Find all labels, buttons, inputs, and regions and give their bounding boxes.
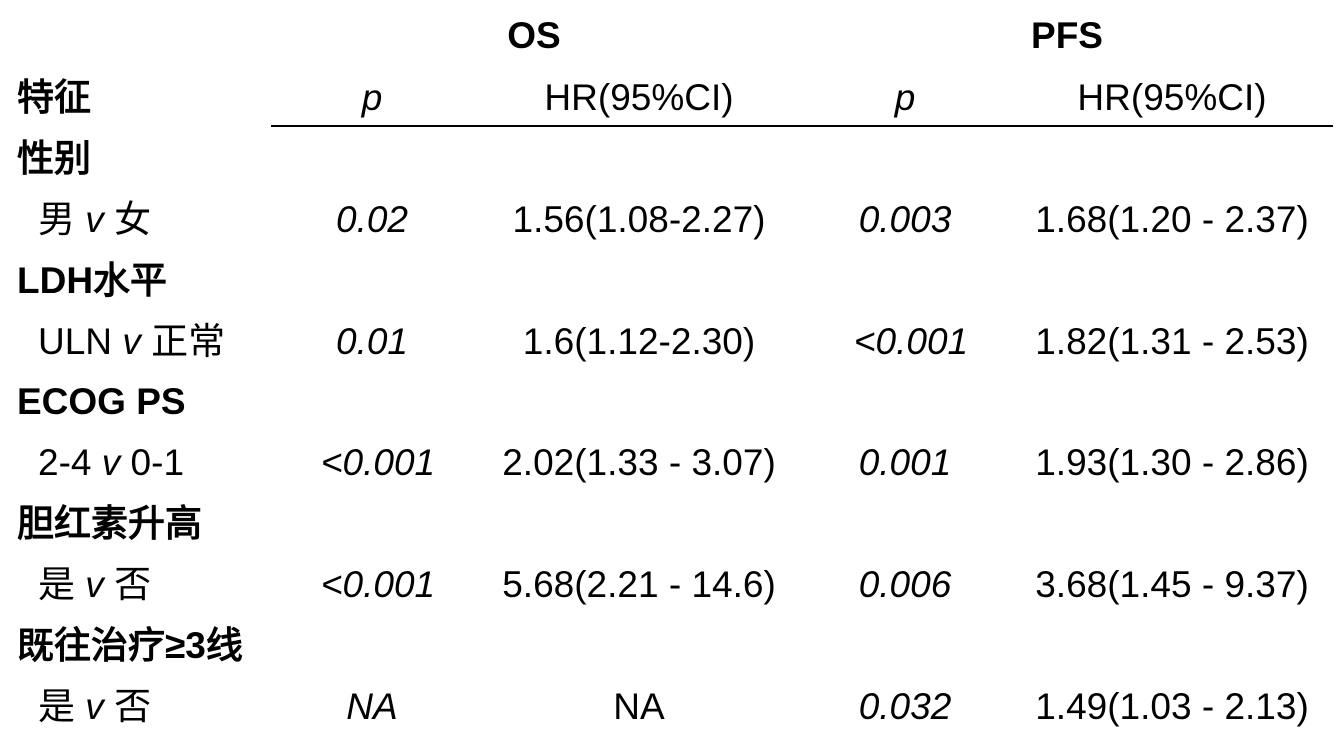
comparison-label: 2-4 v 0-1 [38,442,185,483]
category-label: 既往治疗≥3线 [17,625,243,666]
pfs-p-value: 0.003 [858,199,952,240]
pfs-p-value: 0.001 [858,442,952,483]
os-hr-value: 1.56(1.08-2.27) [512,199,766,240]
os-p-column-header: p [361,77,383,118]
os-p-value: <0.001 [320,442,436,483]
category-label: LDH水平 [17,260,168,301]
pfs-hr-value: 1.68(1.20 - 2.37) [1035,199,1309,240]
comparison-label: 是 v 否 [38,686,152,727]
pfs-p-value: 0.006 [858,564,952,605]
os-p-value: NA [346,686,398,727]
header-rule [271,125,1333,127]
pfs-hr-value: 1.82(1.31 - 2.53) [1035,321,1309,362]
category-label: 性别 [17,138,91,179]
pfs-hr-value: 1.49(1.03 - 2.13) [1035,686,1309,727]
pfs-hr-value: 3.68(1.45 - 9.37) [1035,564,1309,605]
os-group-header: OS [507,15,561,56]
comparison-label: 是 v 否 [38,564,152,605]
os-p-value: 0.01 [335,321,409,362]
pfs-p-column-header: p [894,77,916,118]
comparison-label: 男 v 女 [38,199,152,240]
feature-column-header: 特征 [17,77,91,118]
pfs-hr-value: 1.93(1.30 - 2.86) [1035,442,1309,483]
os-hr-value: NA [613,686,665,727]
os-hr-column-header: HR(95%CI) [544,77,734,118]
pfs-p-value: <0.001 [853,321,969,362]
os-p-value: <0.001 [320,564,436,605]
category-label: ECOG PS [17,381,186,422]
category-label: 胆红素升高 [17,503,202,544]
os-hr-value: 5.68(2.21 - 14.6) [502,564,776,605]
os-hr-value: 1.6(1.12-2.30) [522,321,756,362]
os-p-value: 0.02 [335,199,409,240]
pfs-p-value: 0.032 [858,686,952,727]
pfs-group-header: PFS [1031,15,1103,56]
pfs-hr-column-header: HR(95%CI) [1077,77,1267,118]
os-hr-value: 2.02(1.33 - 3.07) [502,442,776,483]
comparison-label: ULN v 正常 [38,321,226,362]
